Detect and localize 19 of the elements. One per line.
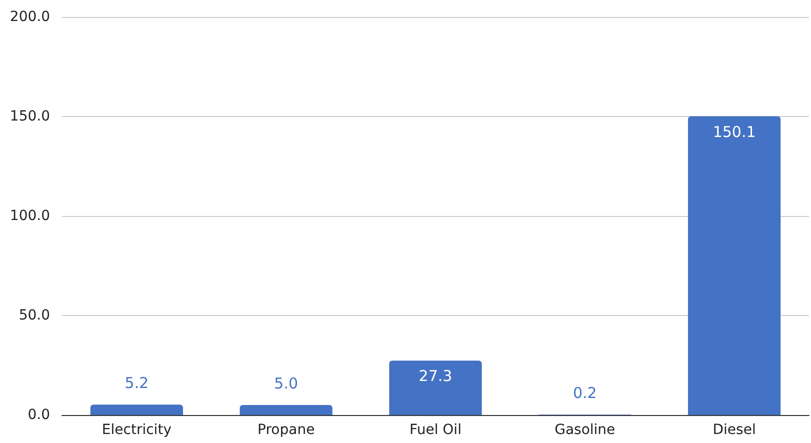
y-tick-label: 50.0 [18, 308, 50, 324]
x-tick-label: Diesel [712, 422, 756, 438]
bar [389, 360, 482, 415]
bar [688, 116, 781, 415]
data-label: 27.3 [418, 367, 452, 386]
x-tick-label: Electricity [102, 422, 172, 438]
data-label: 5.0 [274, 374, 298, 393]
data-label: 150.1 [712, 122, 756, 141]
x-tick-label: Gasoline [554, 422, 616, 438]
y-tick-label: 0.0 [28, 407, 50, 423]
y-tick-label: 150.0 [10, 108, 50, 124]
y-tick-label: 100.0 [10, 208, 50, 224]
x-tick-label: Fuel Oil [410, 422, 462, 438]
data-label: 5.2 [124, 374, 149, 392]
x-tick-label: Propane [258, 422, 315, 438]
bar [90, 404, 184, 415]
bar [240, 405, 332, 415]
data-label: 0.2 [572, 384, 597, 402]
y-tick-label: 200.0 [10, 9, 50, 25]
